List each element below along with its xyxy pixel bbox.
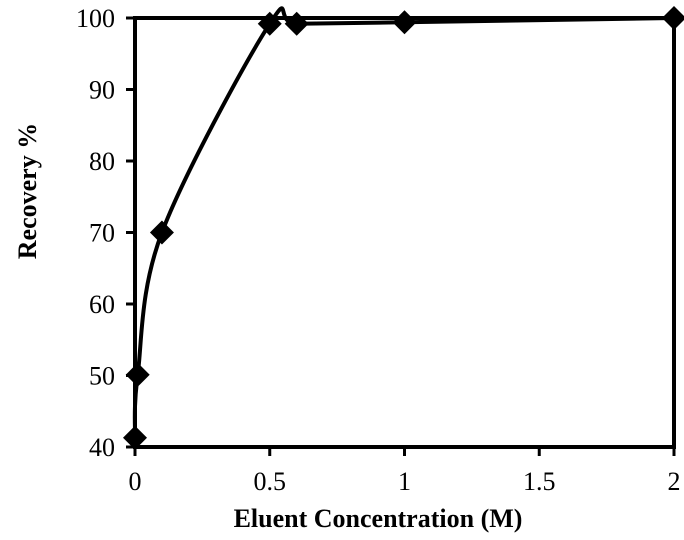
y-tick-label: 70	[89, 219, 115, 248]
y-axis: 40 50 60 70 80 90 100	[76, 4, 135, 462]
data-point-marker	[392, 10, 417, 35]
plot-frame	[133, 16, 676, 449]
x-tick-label: 1.5	[523, 467, 556, 496]
data-point-marker	[662, 6, 684, 30]
x-tick-label: 0	[129, 467, 142, 496]
y-tick-label: 100	[76, 4, 115, 33]
y-tick-label: 60	[89, 290, 115, 319]
y-tick-label: 40	[89, 433, 115, 462]
data-point-marker	[123, 425, 147, 450]
data-point-marker	[149, 220, 174, 245]
x-tick-label: 2	[668, 467, 681, 496]
y-tick-label: 80	[89, 147, 115, 176]
data-point-marker	[284, 11, 309, 36]
y-axis-title: Recovery %	[13, 123, 42, 259]
data-point-marker	[257, 11, 282, 36]
x-tick-label: 0.5	[254, 467, 287, 496]
series-line	[132, 6, 675, 438]
plot-area	[123, 6, 684, 450]
x-axis-title: Eluent Concentration (M)	[234, 504, 523, 533]
data-point-marker	[125, 362, 150, 387]
x-tick-label: 1	[398, 467, 411, 496]
y-tick-label: 90	[89, 76, 115, 105]
y-tick-label: 50	[89, 362, 115, 391]
x-axis: 0 0.5 1 1.5 2	[129, 447, 681, 496]
